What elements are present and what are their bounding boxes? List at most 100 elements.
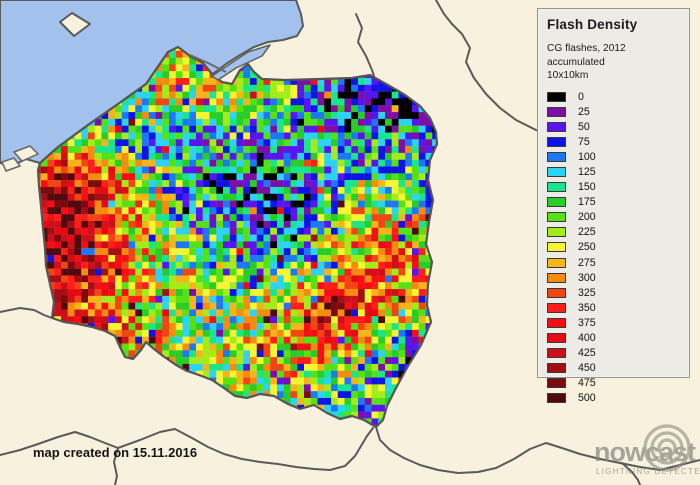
density-cell xyxy=(162,255,170,262)
density-cell xyxy=(364,391,372,399)
density-cell xyxy=(358,98,365,106)
density-cell xyxy=(398,112,406,120)
density-cell xyxy=(155,118,163,126)
density-cell xyxy=(351,98,359,106)
density-cell xyxy=(310,357,318,365)
legend-swatch xyxy=(547,197,566,208)
density-cell xyxy=(162,268,170,276)
density-cell xyxy=(61,173,68,181)
density-cell xyxy=(243,370,251,378)
density-cell xyxy=(317,214,325,222)
density-cell xyxy=(256,329,264,337)
density-cell xyxy=(148,186,156,194)
density-cell xyxy=(250,139,257,147)
density-cell xyxy=(162,78,170,85)
density-cell xyxy=(88,200,95,208)
density-cell xyxy=(94,241,102,249)
density-cell xyxy=(304,105,311,113)
density-cell xyxy=(324,248,332,256)
density-cell xyxy=(263,370,271,378)
density-cell xyxy=(263,220,271,228)
density-cell xyxy=(128,241,136,249)
density-cell xyxy=(283,357,291,365)
density-cell xyxy=(128,323,136,331)
density-cell xyxy=(128,295,136,303)
density-cell xyxy=(61,248,68,256)
density-cell xyxy=(256,98,264,106)
density-cell xyxy=(229,316,237,324)
density-cell xyxy=(398,227,406,235)
density-cell xyxy=(391,329,399,337)
density-cell xyxy=(405,268,413,276)
density-cell xyxy=(277,295,284,303)
density-cell xyxy=(196,343,203,351)
density-cell xyxy=(162,295,170,303)
density-cell xyxy=(290,350,298,358)
density-cell xyxy=(418,207,426,215)
density-cell xyxy=(94,159,102,167)
density-cell xyxy=(142,289,149,297)
density-cell xyxy=(405,118,413,126)
density-cell xyxy=(202,207,210,215)
density-cell xyxy=(304,377,311,385)
legend-value: 25 xyxy=(578,106,590,119)
density-cell xyxy=(108,112,116,120)
density-cell xyxy=(263,268,271,276)
density-cell xyxy=(250,370,257,378)
density-cell xyxy=(61,200,68,208)
density-cell xyxy=(250,275,257,283)
density-cell xyxy=(412,118,419,126)
density-cell xyxy=(351,282,359,290)
density-cell xyxy=(378,357,386,365)
density-cell xyxy=(88,186,95,194)
density-cell xyxy=(277,323,284,331)
density-cell xyxy=(142,193,149,201)
density-cell xyxy=(121,289,129,297)
density-cell xyxy=(148,336,156,344)
density-cell xyxy=(418,227,426,235)
density-cell xyxy=(67,159,75,167)
density-cell xyxy=(256,193,264,201)
density-cell xyxy=(324,220,332,228)
density-cell xyxy=(88,214,95,222)
density-cell xyxy=(263,193,271,201)
density-cell xyxy=(250,241,257,249)
density-cell xyxy=(196,193,203,201)
density-cell xyxy=(310,78,318,85)
density-cell xyxy=(405,295,413,303)
density-cell xyxy=(358,78,365,85)
density-cell xyxy=(324,125,332,133)
density-cell xyxy=(398,363,406,371)
density-cell xyxy=(364,118,372,126)
density-cell xyxy=(229,309,237,317)
density-cell xyxy=(202,241,210,249)
density-cell xyxy=(337,118,345,126)
density-cell xyxy=(310,227,318,235)
density-cell xyxy=(378,323,386,331)
density-cell xyxy=(236,370,244,378)
density-cell xyxy=(418,220,426,228)
density-cell xyxy=(304,200,311,208)
density-cell xyxy=(115,173,122,181)
density-cell xyxy=(297,282,305,290)
density-cell xyxy=(317,261,325,269)
density-cell xyxy=(344,289,352,297)
density-cell xyxy=(182,316,190,324)
density-cell xyxy=(216,186,224,194)
density-cell xyxy=(169,84,176,92)
density-cell xyxy=(331,105,338,113)
density-cell xyxy=(216,343,224,351)
density-cell xyxy=(256,78,264,85)
density-cell xyxy=(121,336,129,344)
density-cell xyxy=(351,391,359,399)
density-cell xyxy=(209,166,217,174)
density-cell xyxy=(277,159,284,167)
density-cell xyxy=(385,255,392,262)
density-cell xyxy=(358,336,365,344)
density-cell xyxy=(243,227,251,235)
density-cell xyxy=(378,220,386,228)
density-cell xyxy=(391,275,399,283)
density-cell xyxy=(290,241,298,249)
density-cell xyxy=(128,316,136,324)
density-cell xyxy=(310,180,318,188)
